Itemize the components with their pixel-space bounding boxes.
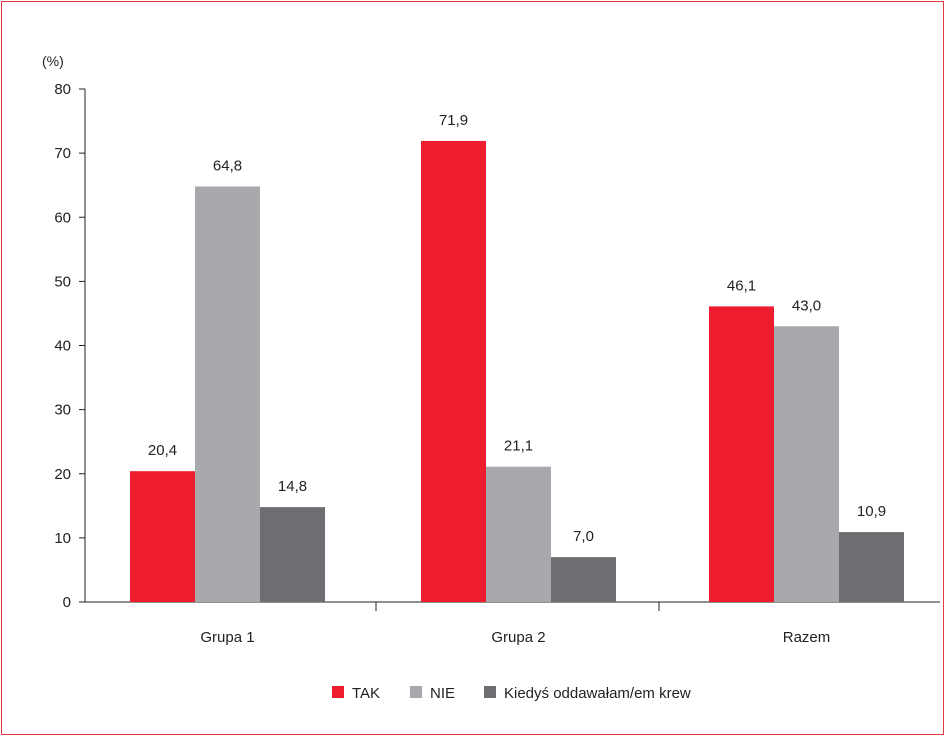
x-tick-label: Razem: [783, 629, 831, 646]
data-label: 64,8: [213, 157, 242, 174]
bar: [260, 507, 325, 602]
y-tick-label: 20: [54, 466, 71, 483]
bar: [421, 140, 486, 602]
data-label: 20,4: [148, 442, 177, 459]
data-label: 71,9: [439, 112, 468, 129]
x-tick-label: Grupa 2: [491, 629, 545, 646]
bar: [551, 557, 616, 602]
legend-label: TAK: [352, 685, 380, 702]
legend-label: NIE: [430, 685, 455, 702]
data-label: 7,0: [573, 528, 594, 545]
bar: [839, 532, 904, 602]
y-tick-label: 80: [54, 81, 71, 98]
y-tick-label: 10: [54, 530, 71, 547]
data-label: 14,8: [278, 478, 307, 495]
bar: [195, 186, 260, 602]
legend-label: Kiedyś oddawałam/em krew: [504, 685, 691, 702]
y-tick-label: 60: [54, 209, 71, 226]
bar: [774, 326, 839, 602]
data-label: 10,9: [857, 503, 886, 520]
data-label: 43,0: [792, 297, 821, 314]
legend-swatch: [484, 686, 496, 698]
data-label: 46,1: [727, 277, 756, 294]
bar: [709, 306, 774, 602]
bar: [130, 471, 195, 602]
data-label: 21,1: [504, 438, 533, 455]
y-tick-label: 40: [54, 338, 71, 355]
legend-swatch: [410, 686, 422, 698]
y-axis-label: (%): [42, 53, 64, 69]
y-tick-label: 70: [54, 145, 71, 162]
y-tick-label: 30: [54, 402, 71, 419]
y-tick-label: 0: [63, 594, 71, 611]
bar: [486, 466, 551, 602]
legend-swatch: [332, 686, 344, 698]
y-tick-label: 50: [54, 273, 71, 290]
x-tick-label: Grupa 1: [200, 629, 254, 646]
